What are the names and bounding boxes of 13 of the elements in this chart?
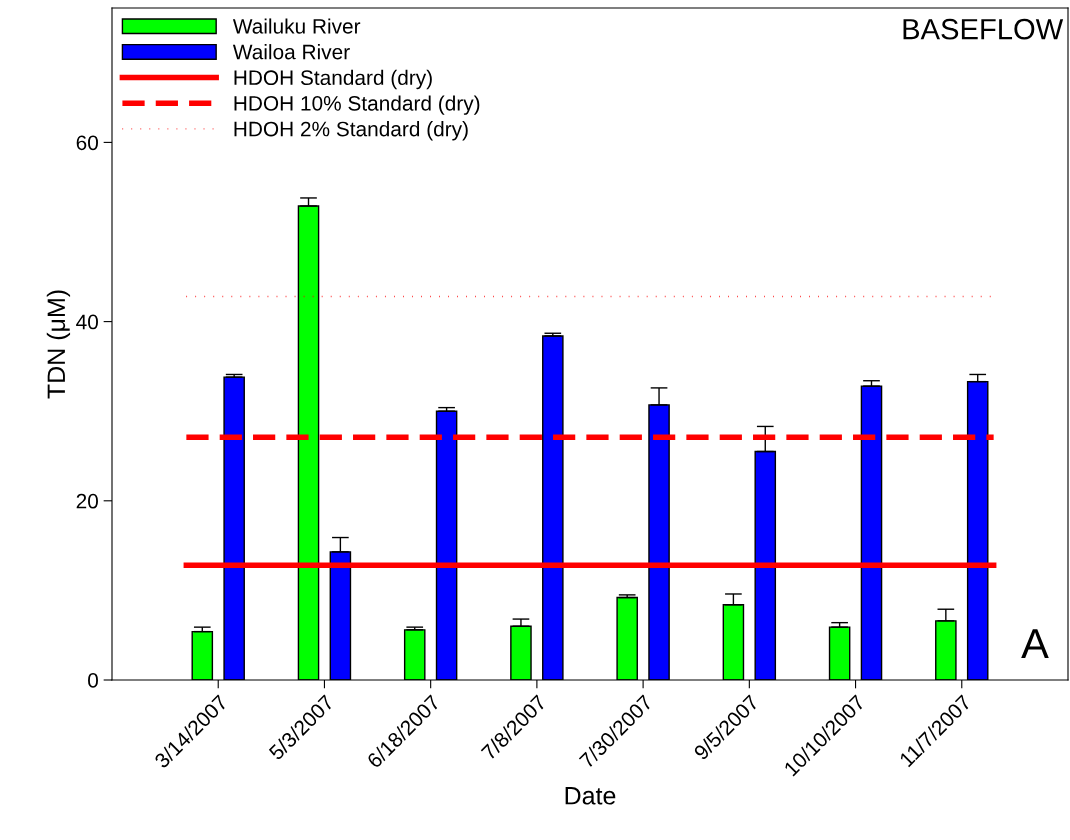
legend-label: HDOH 10% Standard (dry) (234, 95, 480, 115)
legend-label: Wailuku River (232, 18, 361, 34)
x-axis-title: Date (565, 787, 616, 805)
legend-label: Wailoa River (232, 44, 350, 60)
y-axis-title: TDN (μM) (46, 290, 71, 399)
y-tick-label: 60 (76, 135, 98, 151)
y-tick-label: 40 (76, 314, 98, 330)
y-tick-label: 0 (88, 673, 98, 688)
text: A (1021, 629, 1049, 658)
annotation: BASEFLOW (903, 18, 1064, 40)
y-tick-label: 20 (76, 493, 98, 509)
legend-label: HDOH Standard (dry) (234, 69, 432, 90)
legend-label: HDOH 2% Standard (dry) (234, 121, 468, 141)
